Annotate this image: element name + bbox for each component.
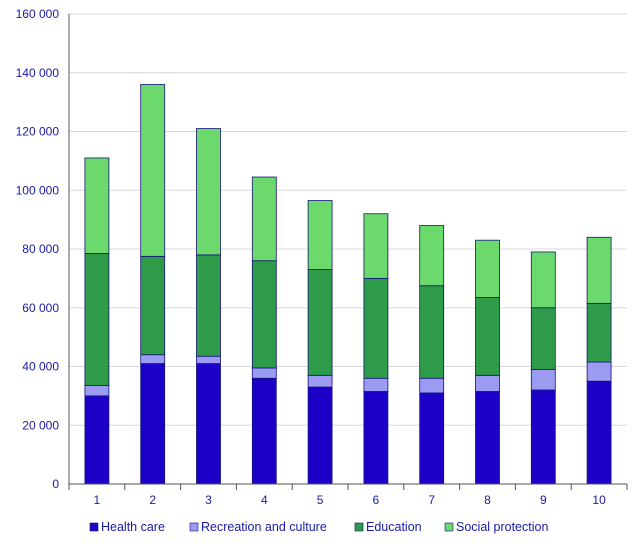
legend-label: Social protection	[456, 520, 548, 534]
bar-segment	[363, 213, 389, 279]
bar-segment	[140, 255, 166, 356]
bar-segment	[84, 157, 110, 254]
bar-segment	[140, 84, 166, 257]
y-tick-label: 140 000	[16, 66, 60, 80]
legend-swatch	[89, 522, 99, 532]
bar-segment	[251, 260, 277, 369]
bar-segment	[475, 297, 500, 376]
bar-segment	[586, 302, 612, 363]
bar-segment	[586, 380, 612, 485]
x-tick-label: 10	[592, 493, 606, 507]
bar-segment	[530, 369, 556, 391]
bar-segment	[363, 277, 389, 379]
bars	[84, 84, 612, 485]
y-tick-label: 80 000	[22, 242, 59, 256]
bar-segment	[140, 363, 166, 485]
bar-segment	[363, 391, 389, 485]
legend-swatch	[189, 522, 199, 532]
y-tick-label: 100 000	[16, 183, 60, 197]
x-tick-label: 1	[94, 493, 101, 507]
bar-segment	[307, 374, 333, 388]
x-tick-label: 6	[373, 493, 380, 507]
y-tick-label: 60 000	[22, 301, 59, 315]
x-tick-label: 5	[317, 493, 324, 507]
bar-segment	[84, 395, 110, 485]
y-tick-label: 40 000	[22, 360, 59, 374]
bar-segment	[196, 363, 221, 485]
x-tick-label: 4	[261, 493, 268, 507]
bar-segment	[419, 392, 445, 485]
bar-segment	[196, 355, 221, 364]
bar-segment	[84, 385, 110, 397]
legend-label: Education	[366, 520, 422, 534]
bar-segment	[140, 354, 166, 364]
bar-segment	[196, 254, 221, 357]
bar-segment	[196, 128, 221, 256]
bar-segment	[419, 225, 445, 287]
bar-segment	[419, 377, 445, 394]
x-tick-label: 9	[540, 493, 547, 507]
bar-segment	[530, 307, 556, 370]
y-tick-label: 120 000	[16, 125, 60, 139]
bar-segment	[84, 253, 110, 387]
bar-segment	[307, 386, 333, 485]
x-tick-label: 3	[205, 493, 212, 507]
bar-segment	[530, 251, 556, 309]
legend-label: Recreation and culture	[201, 520, 327, 534]
bar-segment	[363, 377, 389, 392]
legend-label: Health care	[101, 520, 165, 534]
bar-segment	[251, 377, 277, 485]
legend-swatch	[354, 522, 364, 532]
y-tick-label: 0	[52, 477, 59, 491]
x-tick-label: 8	[484, 493, 491, 507]
x-tick-label: 7	[428, 493, 435, 507]
bar-segment	[251, 176, 277, 262]
bar-segment	[475, 239, 500, 298]
bar-segment	[475, 374, 500, 392]
bar-segment	[586, 361, 612, 382]
y-tick-label: 20 000	[22, 418, 59, 432]
legend-swatch	[444, 522, 454, 532]
bar-segment	[586, 236, 612, 304]
x-tick-label: 2	[149, 493, 156, 507]
bar-segment	[419, 285, 445, 379]
bar-segment	[530, 389, 556, 485]
legend: Health care Recreation and culture Educati…	[89, 520, 548, 534]
axes: 0 20 000 40 000 60 000 80 000 100 000 120 000 1…	[16, 7, 628, 507]
bar-segment	[475, 391, 500, 485]
y-tick-label: 160 000	[16, 7, 60, 21]
bar-segment	[307, 269, 333, 376]
bar-segment	[307, 200, 333, 270]
bar-segment	[251, 367, 277, 379]
